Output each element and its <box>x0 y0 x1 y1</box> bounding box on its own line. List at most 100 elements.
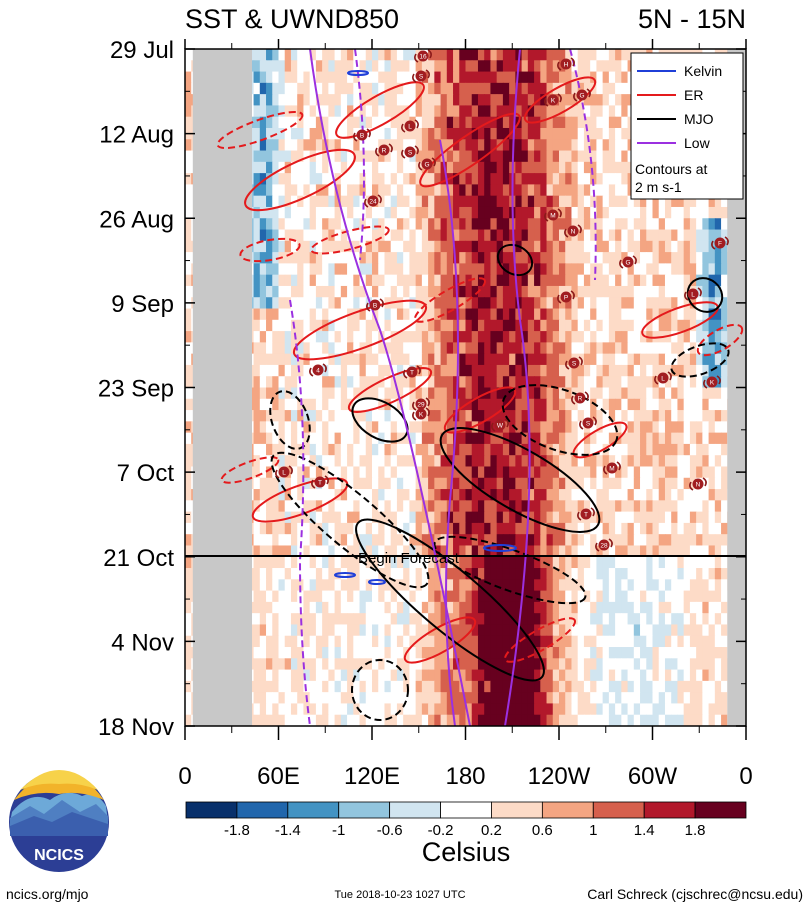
sst-cell <box>185 624 192 637</box>
sst-cell <box>315 331 323 343</box>
sst-cell <box>633 195 641 208</box>
sst-cell <box>540 579 548 592</box>
sst-cell <box>583 297 591 310</box>
sst-cell <box>403 443 410 456</box>
sst-cell <box>565 376 573 389</box>
sst-cell <box>621 240 629 253</box>
sst-cell <box>627 376 635 389</box>
sst-cell <box>515 353 523 366</box>
sst-cell <box>284 206 292 219</box>
sst-cell <box>546 466 554 479</box>
sst-cell <box>608 285 616 298</box>
sst-cell <box>664 579 672 592</box>
sst-cell <box>571 410 579 422</box>
sst-cell <box>509 534 516 547</box>
sst-cell <box>559 127 566 140</box>
sst-cell <box>415 173 423 185</box>
sst-cell <box>702 229 710 242</box>
sst-cell <box>266 590 273 603</box>
sst-cell <box>646 455 654 468</box>
sst-cell <box>696 364 703 377</box>
sst-cell <box>652 635 660 648</box>
sst-cell <box>272 511 280 524</box>
sst-cell <box>615 319 622 332</box>
sst-cell <box>378 387 386 400</box>
sst-cell <box>315 590 323 603</box>
sst-cell <box>615 477 622 490</box>
sst-cell <box>608 331 616 343</box>
sst-cell <box>652 421 660 434</box>
sst-cell <box>415 613 423 626</box>
sst-cell <box>515 195 523 208</box>
sst-cell <box>384 410 392 422</box>
sst-cell <box>671 432 679 445</box>
sst-cell <box>540 511 548 524</box>
sst-cell <box>328 49 336 61</box>
sst-cell <box>664 331 672 343</box>
sst-cell <box>590 376 597 389</box>
sst-cell <box>322 150 329 163</box>
sst-cell <box>315 229 323 242</box>
sst-cell <box>602 568 610 580</box>
sst-cell <box>583 624 591 637</box>
sst-cell <box>384 285 392 298</box>
sst-cell <box>708 218 716 231</box>
sst-cell <box>502 308 510 321</box>
sst-cell <box>290 127 298 140</box>
sst-cell <box>428 579 435 592</box>
sst-cell <box>453 308 460 321</box>
sst-cell <box>428 647 435 659</box>
sst-cell <box>340 353 348 366</box>
sst-cell <box>471 285 479 298</box>
sst-cell <box>559 601 566 614</box>
sst-cell <box>315 376 323 389</box>
sst-cell <box>284 49 292 61</box>
sst-cell <box>290 466 298 479</box>
sst-cell <box>365 173 373 185</box>
sst-cell <box>540 116 548 129</box>
sst-cell <box>540 410 548 422</box>
sst-cell <box>253 218 261 231</box>
sst-cell <box>652 477 660 490</box>
sst-cell <box>714 331 722 343</box>
sst-cell <box>527 364 535 377</box>
sst-cell <box>409 477 417 490</box>
sst-cell <box>253 579 261 592</box>
sst-cell <box>596 364 604 377</box>
sst-cell <box>552 263 560 276</box>
sst-cell <box>515 150 523 163</box>
sst-cell <box>477 658 485 671</box>
sst-cell <box>633 206 641 219</box>
sst-cell <box>714 353 722 366</box>
sst-cell <box>303 500 311 513</box>
sst-cell <box>477 71 485 84</box>
sst-cell <box>434 195 442 208</box>
sst-cell <box>627 432 635 445</box>
sst-cell <box>365 568 373 580</box>
sst-cell <box>521 613 529 626</box>
sst-cell <box>290 522 298 535</box>
sst-cell <box>253 489 261 501</box>
sst-cell <box>266 94 273 107</box>
sst-cell <box>521 477 529 490</box>
sst-cell <box>428 489 435 501</box>
sst-cell <box>415 229 423 242</box>
sst-cell <box>546 522 554 535</box>
sst-cell <box>453 376 460 389</box>
sst-cell <box>577 647 585 659</box>
sst-cell <box>272 500 280 513</box>
sst-cell <box>689 218 697 231</box>
sst-cell <box>459 432 467 445</box>
sst-cell <box>259 331 267 343</box>
sst-cell <box>428 466 435 479</box>
sst-cell <box>372 105 379 118</box>
sst-cell <box>309 534 317 547</box>
sst-cell <box>602 308 610 321</box>
sst-cell <box>334 82 342 95</box>
sst-cell <box>627 218 635 231</box>
sst-cell <box>702 206 710 219</box>
sst-cell <box>633 308 641 321</box>
sst-cell <box>303 263 311 276</box>
sst-cell <box>415 82 423 95</box>
sst-cell <box>502 184 510 197</box>
